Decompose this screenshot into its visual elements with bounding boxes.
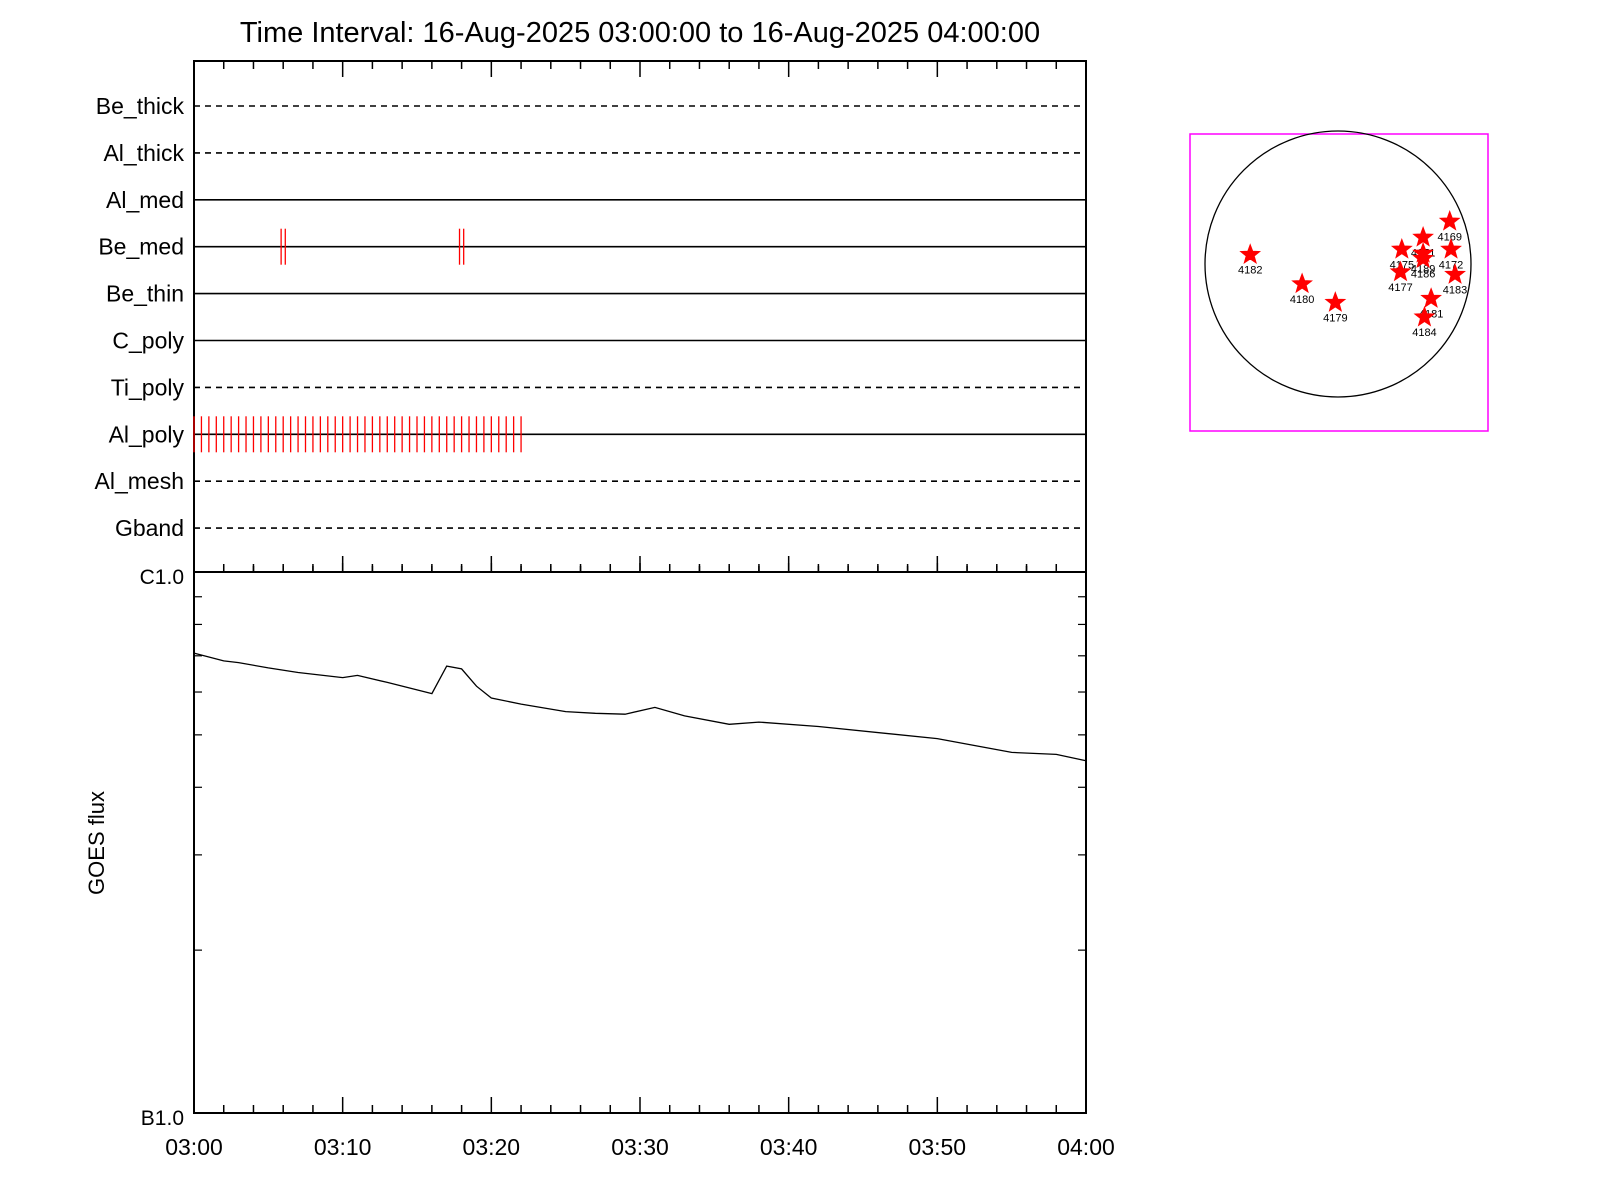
solar-disk [1204,130,1472,398]
active-region-label: 4169 [1437,231,1461,243]
filter-row-label: Al_poly [109,421,185,447]
active-region-star [1420,287,1442,308]
filter-panel: Be_thick Al_thick Al_med Be_med Be_thin C_pol… [95,60,1087,573]
active-region-star [1389,260,1412,282]
filter-row-label: Al_med [106,187,184,213]
active-region-star [1239,243,1262,264]
active-region-star [1440,237,1462,259]
goes-y-axis-label: GOES flux [84,791,109,895]
goes-panel: C1.0B1.0 03:00 03:10 03:20 03:30 03:40 03:50 0… [84,563,1115,1160]
goes-x-tick-labels: 03:00 03:10 03:20 03:30 03:40 03:50 04:00 [165,1134,1115,1160]
goes-panel-ticks [193,563,1087,1113]
x-tick-label: 03:00 [165,1134,223,1160]
goes-flux-line [193,652,1087,762]
active-region-star [1412,247,1434,268]
active-region-star [1390,237,1413,259]
filter-row-label: C_poly [112,328,184,354]
active-region-star [1324,291,1347,312]
active-region-label: 4180 [1290,294,1314,306]
y-tick-label: B1.0 [141,1107,184,1130]
filter-panel-ticks [193,61,1087,572]
active-region-map: 4169417141894175417241864177418341814184… [1189,130,1489,432]
active-region-points: 4169417141894175417241864177418341814184… [1238,209,1467,339]
active-region-star [1412,225,1434,247]
x-tick-label: 03:40 [760,1134,818,1160]
goes-y-tick-labels: C1.0 B1.0 [140,566,184,1130]
x-tick-label: 03:50 [909,1134,967,1160]
active-region-star [1291,272,1313,294]
active-region-star [1438,209,1461,231]
active-region-label: 4183 [1443,285,1467,297]
active-region-label: 4177 [1388,282,1412,294]
active-region-label: 4186 [1411,269,1435,281]
filter-row-label: Be_med [98,234,184,260]
y-tick-label: C1.0 [140,566,184,589]
active-region-label: 4184 [1412,327,1436,339]
x-tick-label: 04:00 [1057,1134,1115,1160]
sun-map-box [1189,133,1489,432]
chart-title: Time Interval: 16-Aug-2025 03:00:00 to 1… [240,17,1040,49]
filter-row-label: Al_mesh [95,468,184,494]
active-region-label: 4172 [1439,259,1463,271]
filter-row-label: Ti_poly [111,374,185,400]
filter-row-label: Be_thin [106,281,184,307]
filter-row-label: Al_thick [103,140,184,166]
active-region-star [1444,263,1466,284]
active-region-star [1413,305,1436,327]
filter-event-marks [193,228,522,453]
x-tick-label: 03:30 [611,1134,669,1160]
filter-row-label: Gband [115,515,184,541]
x-tick-label: 03:10 [314,1134,372,1160]
x-tick-label: 03:20 [463,1134,521,1160]
filter-panel-frame [193,60,1087,573]
active-region-label: 4179 [1323,313,1347,325]
goes-panel-frame [193,571,1087,1114]
active-region-label: 4182 [1238,265,1262,277]
filter-rows: Be_thick Al_thick Al_med Be_med Be_thin C_pol… [95,93,1086,541]
filter-row-label: Be_thick [96,93,185,119]
